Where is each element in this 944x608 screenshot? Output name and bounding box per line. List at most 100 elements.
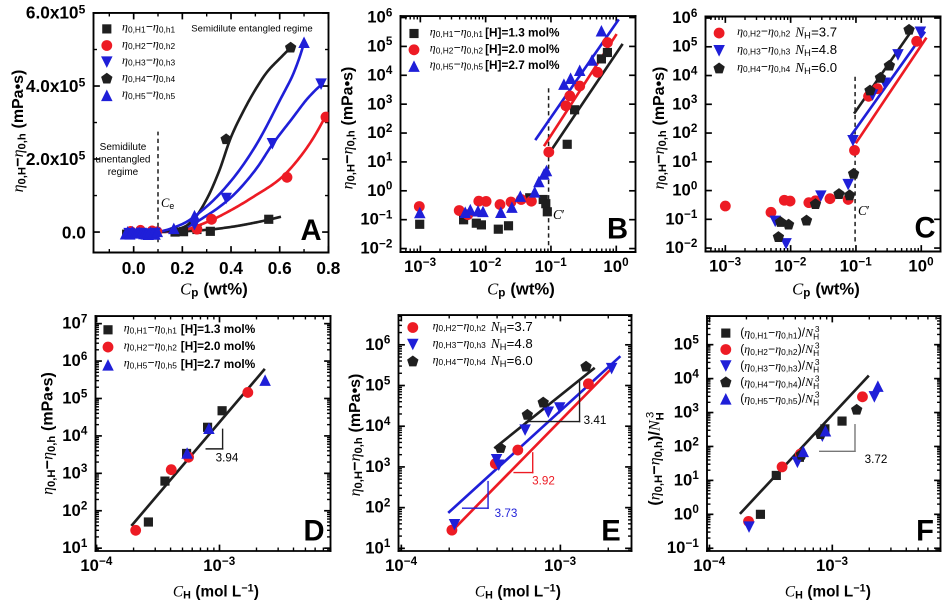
svg-text:6 . 0: 6 . 0 x 1 0 5: [26, 0, 86, 24]
svg-text:1 0 1: 1 0 1: [674, 465, 700, 490]
svg-text:( − ) / η: ( − ) / η η N 0 , H 0 , h H 3: [640, 406, 669, 505]
svg-text:C H − 1: C H − 1 ( m o l L ): [475, 571, 562, 603]
svg-text:1 0 −: 1 0 − 2: [360, 227, 393, 258]
svg-text:1 0 3: 1 0 3: [674, 398, 700, 423]
svg-text:1 0 0: 1 0 0: [367, 176, 392, 201]
svg-text:C p ( w: C p ( w t % ): [487, 274, 555, 301]
svg-text:1 0 1: 1 0 1: [62, 533, 88, 558]
svg-text:[H]=2.0 mol%: [H]=2.0 mol%: [181, 339, 256, 353]
svg-text:1 0 −: 1 0 − 3: [816, 545, 849, 576]
svg-text:η η 0 , H: η η 0 , H 0 , h − ( m P a • s ): [33, 371, 60, 495]
svg-text:1 0 −: 1 0 − 3: [404, 246, 437, 277]
svg-text:[H]=1.3 mol%: [H]=1.3 mol%: [181, 322, 256, 336]
svg-text:[H]=2.7 mol%: [H]=2.7 mol%: [181, 357, 256, 371]
svg-text:1 0 6: 1 0 6: [367, 3, 393, 28]
svg-text:1 0 2: 1 0 2: [672, 118, 698, 143]
svg-text:η η 0 , H: η η 0 , H 2 0 , h 2 −: [122, 27, 181, 54]
svg-text:η η 0 , H: η η 0 , H 0 , h − ( m P a • s ): [3, 69, 30, 193]
svg-text:1 0 0: 1 0 0: [603, 252, 628, 277]
svg-text:1 0 −: 1 0 − 1: [360, 198, 393, 229]
svg-text:N H = 4 .: N H = 4 . 8: [794, 34, 837, 61]
svg-text:1 0 3: 1 0 3: [365, 452, 391, 477]
svg-text:3.41: 3.41: [584, 414, 607, 427]
svg-text:0.0: 0.0: [122, 258, 146, 278]
svg-text:1 0 6: 1 0 6: [672, 3, 698, 28]
svg-text:( − ) / η: ( − ) / η η N 0 , H 5 0 , h 5 H 3: [740, 382, 825, 410]
svg-text:3.92: 3.92: [532, 475, 555, 488]
svg-text:Semidilute entangled regime: Semidilute entangled regime: [191, 23, 312, 34]
svg-text:η η 0 , H: η η 0 , H 1 0 , h 1 −: [124, 312, 183, 339]
svg-text:1 0 2: 1 0 2: [367, 118, 393, 143]
svg-text:0.2: 0.2: [170, 258, 194, 278]
svg-text:C ′: C ′: [553, 199, 568, 224]
svg-text:1 0 0: 1 0 0: [908, 252, 933, 277]
svg-text:C p ( w: C p ( w t % ): [792, 274, 860, 301]
svg-text:Semidilute: Semidilute: [100, 142, 147, 153]
svg-text:1 0 5: 1 0 5: [367, 31, 393, 56]
svg-text:η η 0 , H: η η 0 , H 4 0 , h 4 −: [433, 343, 492, 370]
svg-text:1 0 7: 1 0 7: [62, 309, 87, 334]
svg-text:1 0 1: 1 0 1: [672, 147, 698, 172]
svg-text:1 0 −: 1 0 − 1: [840, 245, 873, 276]
svg-text:N H = 3 .: N H = 3 . 7: [490, 311, 533, 338]
svg-text:1 0 5: 1 0 5: [62, 383, 88, 408]
svg-text:regime: regime: [108, 167, 139, 178]
svg-text:( − ) / η: ( − ) / η η N 0 , H 4 0 , h 4 H 3: [740, 366, 825, 394]
svg-text:1 0 0: 1 0 0: [674, 499, 699, 524]
svg-text:N H = 6 .: N H = 6 . 0: [490, 345, 533, 372]
svg-text:[H]=1.3 mol%: [H]=1.3 mol%: [485, 26, 560, 40]
svg-text:η η 0 , H: η η 0 , H 3 0 , h 3 −: [737, 33, 796, 60]
svg-text:1 0 0: 1 0 0: [672, 176, 697, 201]
svg-text:1 0 5: 1 0 5: [365, 370, 391, 395]
svg-text:1 0 5: 1 0 5: [672, 32, 698, 57]
svg-text:η η 0 , H: η η 0 , H 2 0 , h 2 −: [737, 15, 796, 42]
svg-text:1 0 −: 1 0 − 4: [80, 545, 113, 576]
svg-text:1 0 3: 1 0 3: [672, 89, 698, 114]
svg-text:[H]=2.7 mol%: [H]=2.7 mol%: [485, 58, 560, 72]
svg-text:1 0 1: 1 0 1: [367, 147, 393, 172]
svg-text:η η 0 , H: η η 0 , H 3 0 , h 3 −: [122, 44, 181, 71]
svg-text:1 0 6: 1 0 6: [62, 346, 88, 371]
svg-text:1 0 4: 1 0 4: [672, 60, 698, 85]
svg-text:η η 0 , H: η η 0 , H 3 0 , h 3 −: [433, 326, 492, 353]
svg-text:η η 0 , H: η η 0 , H 2 0 , h 2 −: [433, 309, 492, 336]
svg-text:( − ) / η: ( − ) / η η N 0 , H 2 0 , h 2 H 3: [740, 333, 825, 361]
svg-text:0.0: 0.0: [62, 222, 86, 242]
svg-text:η η 0 , H: η η 0 , H 5 0 , h 5 −: [122, 77, 181, 104]
svg-text:1 0 −: 1 0 − 4: [385, 545, 418, 576]
svg-text:η η 0 , H: η η 0 , H 1 0 , h 1 −: [122, 11, 181, 38]
svg-text:1 0 −: 1 0 − 2: [469, 246, 502, 277]
svg-text:1 0 4: 1 0 4: [62, 421, 88, 446]
svg-text:1 0 −: 1 0 − 3: [709, 245, 742, 276]
svg-text:C H − 1: C H − 1 ( m o l L ): [173, 571, 260, 603]
svg-text:( − ) / η: ( − ) / η η N 0 , H 3 0 , h 3 H 3: [740, 350, 825, 378]
svg-text:η η 0 , H: η η 0 , H 5 0 , h 5 −: [124, 347, 183, 374]
svg-text:[H]=2.0 mol%: [H]=2.0 mol%: [485, 42, 560, 56]
svg-text:0.4: 0.4: [219, 258, 243, 278]
svg-text:1 0 6: 1 0 6: [365, 330, 391, 355]
svg-text:1 0 −: 1 0 − 3: [544, 545, 577, 576]
svg-text:C p ( w: C p ( w t % ): [180, 274, 248, 301]
svg-text:η η 0 , H: η η 0 , H 2 0 , h 2 −: [124, 329, 183, 356]
svg-text:1 0 −: 1 0 − 4: [693, 545, 726, 576]
svg-text:C ′: C ′: [858, 195, 873, 220]
svg-text:1 0 1: 1 0 1: [365, 533, 391, 558]
svg-text:1 0 5: 1 0 5: [674, 330, 700, 355]
svg-text:η η 0 , H: η η 0 , H 0 , h − ( m P a • s ): [332, 66, 359, 190]
svg-text:1 0 2: 1 0 2: [62, 496, 88, 521]
svg-text:1 0 3: 1 0 3: [367, 89, 393, 114]
svg-text:4 . 0: 4 . 0 x 1 0 5: [26, 72, 86, 97]
svg-text:0.6: 0.6: [268, 258, 292, 278]
svg-text:η η 0 , H: η η 0 , H 5 0 , h 5 −: [430, 48, 489, 75]
svg-text:E: E: [601, 516, 620, 548]
svg-text:A: A: [300, 215, 321, 247]
svg-text:1 0 −: 1 0 − 1: [535, 246, 568, 277]
svg-text:η η 0 , H: η η 0 , H 1 0 , h 1 −: [430, 15, 489, 42]
svg-text:1 0 −: 1 0 − 3: [203, 545, 236, 576]
svg-text:1 0 4: 1 0 4: [674, 364, 700, 389]
svg-text:1 0 2: 1 0 2: [674, 432, 700, 457]
svg-text:D: D: [303, 516, 324, 548]
svg-text:1 0 3: 1 0 3: [62, 458, 88, 483]
svg-text:1 0 4: 1 0 4: [365, 411, 391, 436]
svg-text:N H = 4 .: N H = 4 . 8: [490, 328, 533, 355]
